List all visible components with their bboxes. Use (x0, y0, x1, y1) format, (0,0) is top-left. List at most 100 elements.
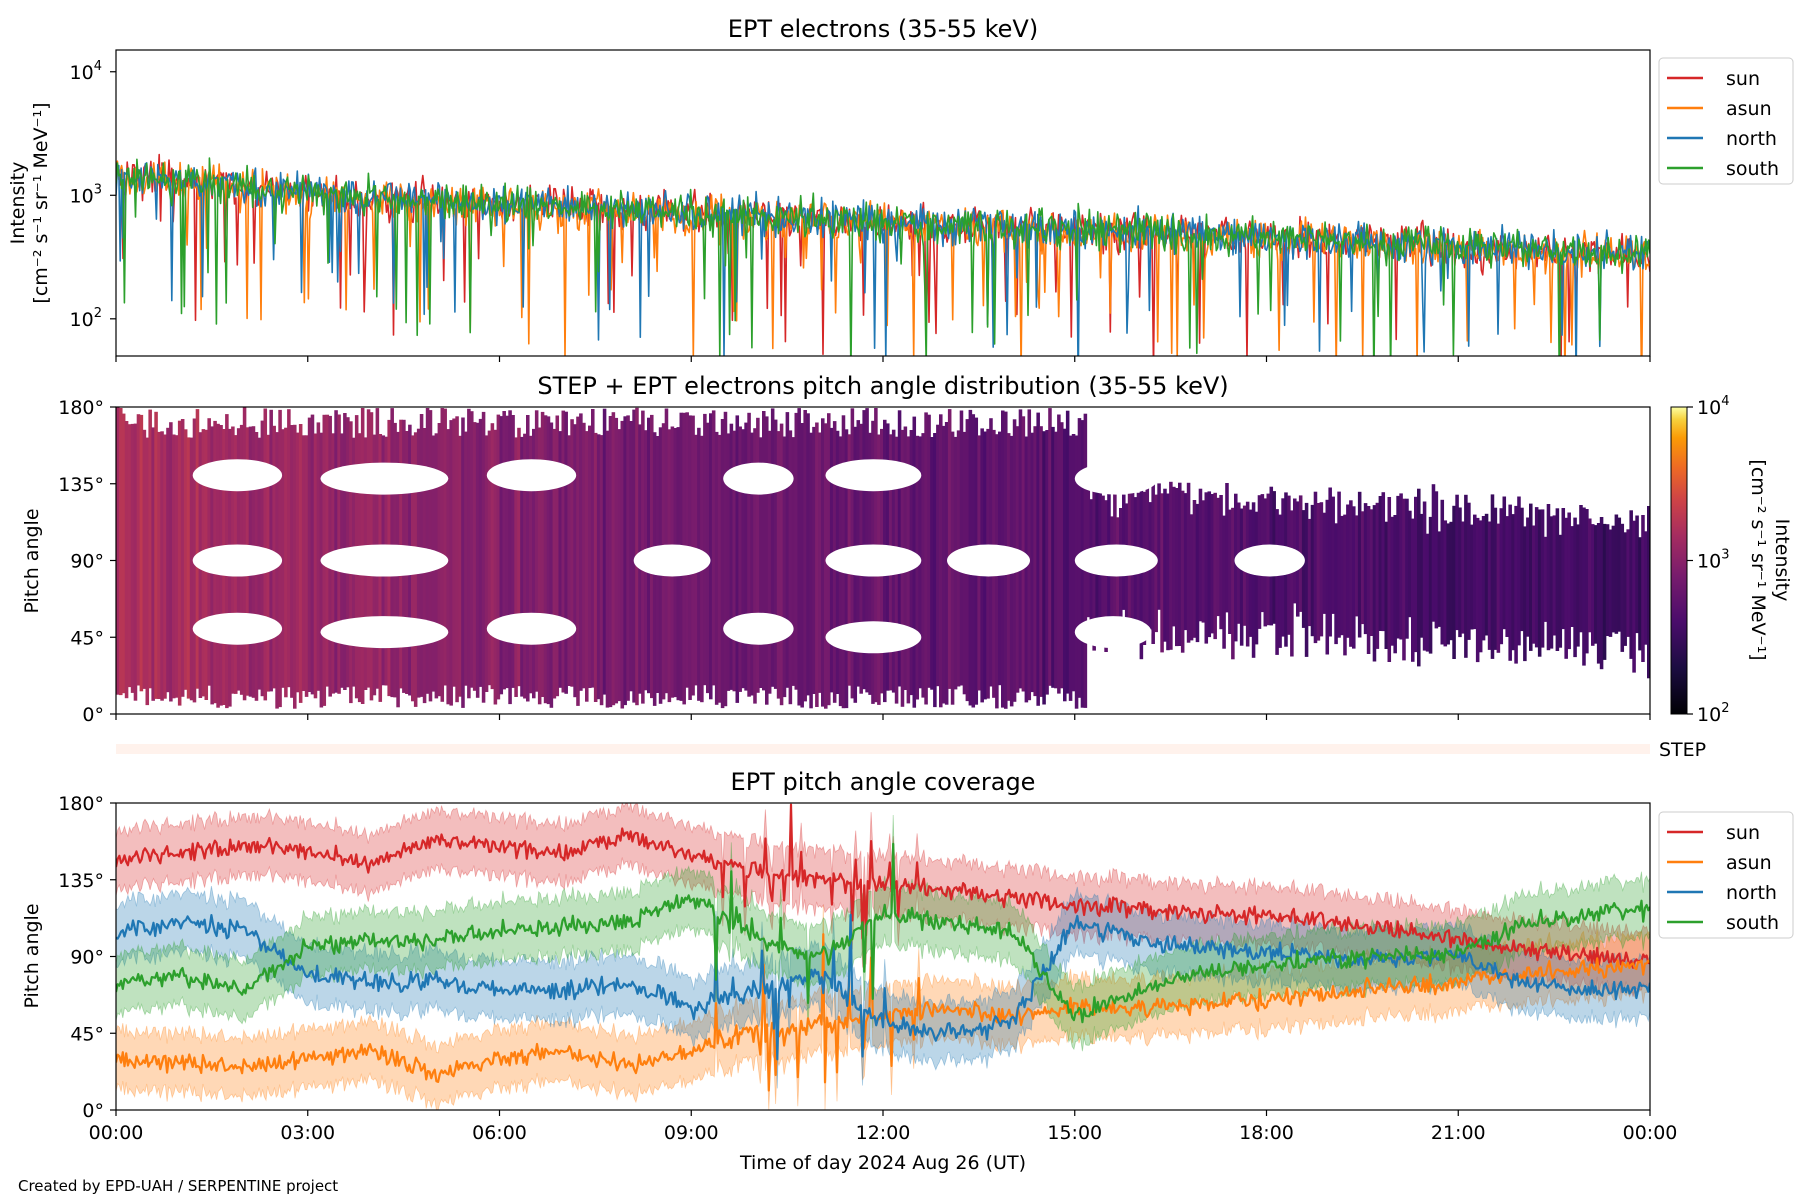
heatmap-column (1511, 514, 1515, 651)
heatmap-column (1611, 525, 1616, 633)
heatmap-column (1431, 484, 1436, 622)
heatmap-column (1567, 512, 1571, 650)
heatmap-column (738, 426, 742, 692)
pitch-angle-distribution-panel: STEP + EPT electrons pitch angle distrib… (21, 372, 1793, 761)
tick-exponent: 3 (94, 182, 102, 197)
heatmap-column (1060, 422, 1064, 689)
heatmap-column (529, 435, 533, 694)
heatmap-column (809, 432, 813, 709)
panel3-y-ticks: 0° 45° 90° 135° 180° (58, 793, 116, 1122)
legend-label-south: south (1726, 158, 1779, 180)
heatmap-column (475, 422, 480, 698)
heatmap-column (1180, 490, 1185, 653)
heatmap-column (1254, 511, 1259, 645)
legend-label-south: south (1726, 912, 1779, 934)
heatmap-column (729, 423, 734, 690)
colorbar-label-line1: Intensity (1771, 519, 1793, 602)
heatmap-column (136, 414, 141, 686)
heatmap-column (723, 411, 728, 707)
heatmap-column (779, 423, 784, 706)
heatmap-column (1057, 414, 1061, 694)
heatmap-column (1573, 517, 1577, 658)
heatmap-column (1337, 491, 1341, 638)
y-tick-label: 0° (82, 704, 104, 726)
heatmap-column (803, 410, 807, 702)
heatmap-column (614, 417, 619, 704)
heatmap-column (1183, 493, 1188, 631)
heatmap-column (446, 429, 450, 705)
heatmap-column (1045, 430, 1049, 695)
heatmap-column (720, 419, 725, 709)
heatmap-column (514, 437, 518, 697)
heatmap-column (124, 421, 129, 699)
heatmap-column (570, 419, 574, 687)
heatmap-column (576, 416, 580, 706)
heatmap-column (703, 413, 707, 686)
heatmap-column (1319, 502, 1324, 637)
heatmap-column (464, 431, 468, 686)
heatmap-column (626, 415, 630, 701)
heatmap-column (1502, 496, 1507, 630)
coverage-gap (1074, 462, 1158, 495)
heatmap-column (944, 422, 949, 705)
heatmap-column (526, 415, 530, 702)
heatmap-column (484, 435, 489, 692)
heatmap-column (290, 425, 294, 698)
heatmap-column (1629, 510, 1633, 659)
heatmap-column (915, 435, 920, 700)
heatmap-column (585, 431, 589, 702)
heatmap-column (160, 431, 164, 701)
heatmap-column (564, 411, 568, 694)
heatmap-column (325, 414, 330, 687)
heatmap-column (1626, 529, 1630, 637)
heatmap-column (588, 425, 592, 688)
heatmap-column (1558, 534, 1563, 648)
heatmap-column (1517, 496, 1521, 646)
heatmap-column (1213, 492, 1217, 640)
x-tick-label: 12:00 (856, 1122, 911, 1144)
heatmap-column (711, 410, 716, 686)
x-tick-label: 00:00 (1623, 1122, 1678, 1144)
x-axis-label: Time of day 2024 Aug 26 (UT) (739, 1152, 1026, 1174)
heatmap-column (717, 434, 722, 703)
x-tick-label: 09:00 (664, 1122, 719, 1144)
heatmap-column (1484, 513, 1489, 636)
heatmap-column (1275, 509, 1279, 655)
coverage-band-south (116, 814, 1650, 1052)
heatmap-column (1526, 517, 1530, 637)
heatmap-column (788, 430, 793, 705)
heatmap-column (284, 427, 288, 698)
heatmap-column (753, 428, 757, 704)
heatmap-column (1605, 524, 1610, 636)
heatmap-column (493, 429, 498, 705)
heatmap-column (319, 432, 324, 708)
heatmap-column (1366, 506, 1371, 654)
heatmap-column (1340, 515, 1344, 636)
heatmap-column (1042, 431, 1046, 705)
heatmap-column (1546, 504, 1551, 651)
heatmap-column (1219, 495, 1223, 630)
heatmap-column (1178, 482, 1182, 646)
heatmap-column (732, 430, 737, 692)
y-tick-label: 45° (70, 1023, 104, 1045)
coverage-gap (1074, 544, 1158, 577)
heatmap-column (1543, 536, 1548, 622)
heatmap-column (561, 410, 566, 693)
tick-exponent: 2 (1721, 701, 1729, 716)
heatmap-column (1207, 491, 1212, 638)
heatmap-column (1036, 412, 1040, 706)
heatmap-column (791, 437, 796, 686)
heatmap-column (1582, 507, 1586, 666)
heatmap-column (785, 412, 790, 688)
heatmap-column (127, 424, 132, 688)
heatmap-column (301, 435, 306, 691)
heatmap-column (1422, 501, 1427, 651)
heatmap-column (490, 423, 495, 690)
heatmap-column (939, 414, 943, 708)
heatmap-column (481, 411, 486, 703)
heatmap-column (517, 427, 521, 687)
heatmap-column (617, 429, 622, 702)
heatmap-column (552, 428, 557, 699)
panel1-series-lines (116, 153, 1650, 356)
